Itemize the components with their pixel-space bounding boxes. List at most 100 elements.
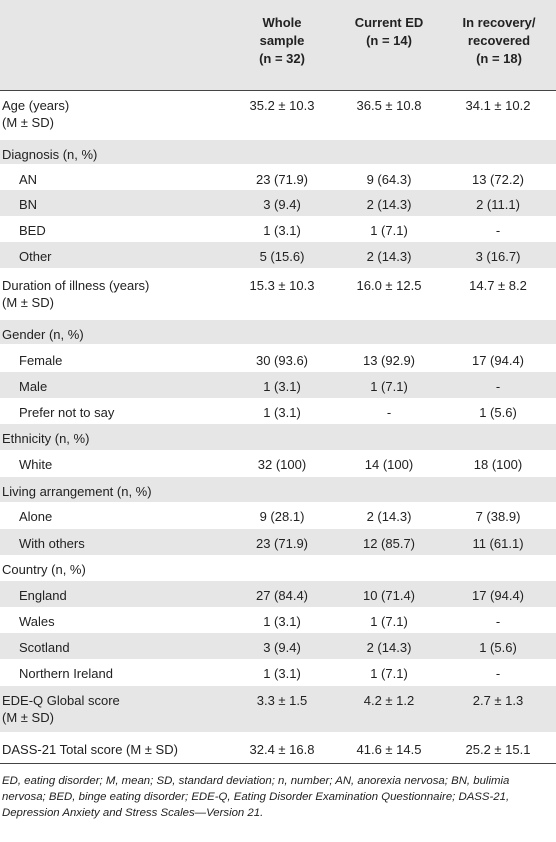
row-value: 7 (38.9) [475, 509, 521, 524]
table-row: White 32 (100) 14 (100) 18 (100) [0, 450, 556, 477]
table-row: Northern Ireland 1 (3.1) 1 (7.1) - [0, 659, 556, 686]
table-row: EDE-Q Global score (M ± SD) 3.3 ± 1.5 4.2 ±… [0, 686, 556, 732]
row-label: With others [19, 535, 85, 552]
header-current-ed: Current ED (n = 14) [334, 14, 444, 50]
header-divider [0, 90, 556, 91]
row-label: EDE-Q Global score (M ± SD) [2, 692, 120, 726]
row-value: 18 (100) [473, 457, 523, 472]
row-value: 13 (72.2) [471, 172, 525, 187]
header-line: recovered [467, 33, 531, 48]
row-label-line: (M ± SD) [2, 115, 54, 130]
row-label: Wales [19, 613, 55, 630]
table-row: Duration of illness (years) (M ± SD) 15.3 … [0, 271, 556, 317]
row-value: 3 (9.4) [263, 197, 301, 212]
row-value: - [495, 379, 501, 394]
header-line: (n = 18) [476, 51, 522, 66]
row-value: 23 (71.9) [255, 536, 309, 551]
row-value: 23 (71.9) [255, 172, 309, 187]
table-row: Other 5 (15.6) 2 (14.3) 3 (16.7) [0, 242, 556, 268]
row-value: 1 (3.1) [263, 666, 301, 681]
row-value: 2 (14.3) [366, 197, 412, 212]
table-row: Scotland 3 (9.4) 2 (14.3) 1 (5.6) [0, 633, 556, 659]
header-line: Whole [262, 15, 302, 30]
row-value: 2 (14.3) [366, 249, 412, 264]
row-label-line: Male [19, 379, 48, 394]
row-label-line: Alone [19, 509, 53, 524]
row-label: Age (years) (M ± SD) [2, 97, 69, 131]
row-label-line: DASS-21 Total score (M ± SD) [2, 742, 178, 757]
table-row: Wales 1 (3.1) 1 (7.1) - [0, 607, 556, 633]
row-value: 3.3 ± 1.5 [256, 693, 308, 708]
table-row: BN 3 (9.4) 2 (14.3) 2 (11.1) [0, 190, 556, 216]
row-value: 14 (100) [364, 457, 414, 472]
row-value: 36.5 ± 10.8 [356, 98, 422, 113]
row-value: 3 (16.7) [475, 249, 521, 264]
header-line: (n = 14) [366, 33, 412, 48]
table-bottom-divider [0, 763, 556, 764]
row-label-line: White [19, 457, 53, 472]
row-label-line: Ethnicity (n, %) [2, 431, 90, 446]
header-line: In recovery/ [462, 15, 536, 30]
row-value: 1 (3.1) [263, 405, 301, 420]
row-label: Ethnicity (n, %) [2, 430, 89, 447]
row-value: 32 (100) [257, 457, 307, 472]
row-value: 1 (7.1) [370, 614, 408, 629]
row-label-line: With others [19, 536, 85, 551]
table-footnote: ED, eating disorder; M, mean; SD, standa… [2, 775, 510, 819]
row-label-line: Scotland [19, 640, 70, 655]
row-label-line: Diagnosis (n, %) [2, 147, 98, 162]
row-value: 15.3 ± 10.3 [249, 278, 315, 293]
row-value: - [386, 405, 392, 420]
header-line: (n = 32) [259, 51, 305, 66]
row-label: DASS-21 Total score (M ± SD) [2, 741, 178, 758]
row-value: 1 (5.6) [479, 405, 517, 420]
row-value: 16.0 ± 12.5 [356, 278, 422, 293]
header-whole-sample: Whole sample (n = 32) [227, 14, 337, 68]
table-row: Prefer not to say 1 (3.1) - 1 (5.6) [0, 398, 556, 424]
row-label-line: Other [19, 249, 52, 264]
table-row: Alone 9 (28.1) 2 (14.3) 7 (38.9) [0, 502, 556, 528]
table-row: AN 23 (71.9) 9 (64.3) 13 (72.2) [0, 165, 556, 191]
row-value: 1 (3.1) [263, 379, 301, 394]
row-label-line: Female [19, 353, 63, 368]
row-label: Duration of illness (years) (M ± SD) [2, 277, 149, 311]
row-value: 1 (7.1) [370, 379, 408, 394]
row-value: 2 (14.3) [366, 640, 412, 655]
row-label-line: (M ± SD) [2, 710, 54, 725]
table-row: Diagnosis (n, %) [0, 140, 556, 164]
row-value: 1 (5.6) [479, 640, 517, 655]
row-label-line: England [19, 588, 67, 603]
row-value: 27 (84.4) [255, 588, 309, 603]
row-value: 34.1 ± 10.2 [465, 98, 531, 113]
row-label-line: Wales [19, 614, 55, 629]
row-label-line: AN [19, 172, 38, 187]
table-row: DASS-21 Total score (M ± SD) 32.4 ± 16.8 4… [0, 735, 556, 761]
table-row: Country (n, %) [0, 555, 556, 581]
table-row: Male 1 (3.1) 1 (7.1) - [0, 372, 556, 398]
table-row: Female 30 (93.6) 13 (92.9) 17 (94.4) [0, 346, 556, 372]
row-value: 17 (94.4) [471, 588, 525, 603]
row-label: Other [19, 248, 52, 265]
row-value: 41.6 ± 14.5 [356, 742, 422, 757]
table-row: Gender (n, %) [0, 320, 556, 344]
row-value: - [495, 666, 501, 681]
row-value: 35.2 ± 10.3 [249, 98, 315, 113]
row-value: 2 (14.3) [366, 509, 412, 524]
row-value: 14.7 ± 8.2 [469, 278, 527, 293]
table-row: Ethnicity (n, %) [0, 424, 556, 450]
row-value: 9 (64.3) [366, 172, 412, 187]
row-value: 5 (15.6) [259, 249, 305, 264]
row-value: 1 (3.1) [263, 614, 301, 629]
row-value: 1 (7.1) [370, 666, 408, 681]
table-row: Age (years) (M ± SD) 35.2 ± 10.3 36.5 ± 10.… [0, 91, 556, 137]
table-row: Living arrangement (n, %) [0, 477, 556, 502]
row-label: Prefer not to say [19, 404, 114, 421]
row-value: 25.2 ± 15.1 [465, 742, 531, 757]
row-value: 10 (71.4) [362, 588, 416, 603]
table-header: Whole sample (n = 32) Current ED (n = 14… [0, 0, 556, 90]
row-label: AN [19, 171, 37, 188]
table-row: England 27 (84.4) 10 (71.4) 17 (94.4) [0, 581, 556, 607]
row-label: Alone [19, 508, 52, 525]
row-value: - [495, 223, 501, 238]
row-value: - [495, 614, 501, 629]
